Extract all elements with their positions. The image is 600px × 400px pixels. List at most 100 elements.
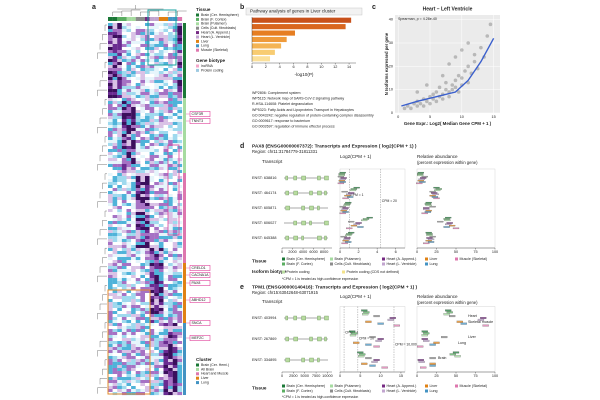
- box: [424, 211, 432, 213]
- legend-title: Tissue: [252, 386, 267, 391]
- heatmap-cell: [108, 170, 113, 174]
- heatmap-cell: [168, 47, 173, 51]
- heatmap-cell: [140, 332, 146, 336]
- heatmap-cell: [117, 47, 122, 51]
- heatmap-cell: [149, 239, 155, 243]
- heatmap-cell: [121, 170, 127, 174]
- heatmap-cell: [112, 98, 118, 102]
- heatmap-cell: [108, 278, 113, 282]
- heatmap-cell: [131, 35, 136, 39]
- heatmap-cell: [121, 56, 127, 60]
- heatmap-cell: [168, 368, 173, 372]
- heatmap-cell: [117, 167, 122, 171]
- heatmap-cell: [112, 191, 118, 195]
- heatmap-cell: [108, 314, 113, 318]
- heatmap-cell: [126, 314, 132, 318]
- heatmap-cell: [158, 182, 164, 186]
- heatmap-cell: [131, 83, 136, 87]
- row-annotation: [183, 173, 186, 263]
- heatmap-cell: [131, 80, 136, 84]
- heatmap-cell: [126, 344, 132, 348]
- heatmap-cell: [108, 140, 113, 144]
- heatmap-cell: [145, 98, 150, 102]
- heatmap-cell: [154, 152, 159, 156]
- heatmap-cell: [112, 143, 118, 147]
- heatmap-cell: [135, 113, 141, 117]
- heatmap-cell: [131, 77, 136, 81]
- exon: [285, 357, 290, 363]
- heatmap-cell: [177, 182, 183, 186]
- heatmap-cell: [117, 59, 122, 63]
- heatmap-cell: [177, 155, 183, 159]
- exon: [324, 315, 329, 321]
- panel-subheader: (percent expression within gene): [417, 160, 478, 165]
- heatmap-cell: [172, 389, 178, 393]
- box: [337, 175, 345, 178]
- heatmap-cell: [158, 248, 164, 252]
- heatmap-cell: [121, 50, 127, 54]
- exon: [309, 190, 313, 196]
- heatmap-cell: [163, 248, 169, 252]
- heatmap-cell: [158, 236, 164, 240]
- heatmap-cell: [172, 371, 178, 375]
- exon: [317, 235, 322, 241]
- heatmap-cell: [121, 290, 127, 294]
- heatmap-cell: [135, 62, 141, 66]
- heatmap-cell: [168, 188, 173, 192]
- x-tick-label: 6: [293, 65, 295, 69]
- heatmap-cell: [121, 311, 127, 315]
- heatmap-cell: [163, 356, 169, 360]
- heatmap-cell: [117, 113, 122, 117]
- legend-swatch: [342, 270, 345, 274]
- heatmap-cell: [140, 206, 146, 210]
- heatmap-cell: [126, 200, 132, 204]
- heatmap-cell: [149, 185, 155, 189]
- heatmap-cell: [145, 299, 150, 303]
- heatmap-cell: [158, 212, 164, 216]
- box: [425, 201, 432, 204]
- heatmap-cell: [154, 329, 159, 333]
- heatmap-cell: [177, 203, 183, 207]
- heatmap-cell: [154, 251, 159, 255]
- heatmap-cell: [154, 320, 159, 324]
- box: [429, 362, 436, 365]
- heatmap-cell: [108, 272, 113, 276]
- heatmap-cell: [145, 122, 150, 126]
- heatmap-cell: [108, 164, 113, 168]
- heatmap-cell: [154, 347, 159, 351]
- heatmap-cell: [172, 212, 178, 216]
- heatmap-cell: [135, 323, 141, 327]
- heatmap-cell: [126, 206, 132, 210]
- heatmap-cell: [172, 140, 178, 144]
- heatmap-cell: [140, 140, 146, 144]
- heatmap-cell: [158, 98, 164, 102]
- box: [423, 339, 430, 342]
- heatmap-cell: [149, 347, 155, 351]
- box: [343, 204, 350, 207]
- heatmap-cell: [108, 221, 113, 225]
- x-tick-label: 0: [416, 374, 418, 378]
- heatmap-cell: [154, 83, 159, 87]
- heatmap-cell: [177, 272, 183, 276]
- heatmap-cell: [177, 89, 183, 93]
- heatmap-cell: [163, 53, 169, 57]
- y-tick-label: 20: [389, 64, 393, 68]
- heatmap-cell: [177, 335, 183, 339]
- heatmap-cell: [163, 338, 169, 342]
- heatmap-cell: [168, 299, 173, 303]
- heatmap-cell: [112, 209, 118, 213]
- heatmap-cell: [163, 65, 169, 69]
- heatmap-cell: [126, 23, 132, 27]
- heatmap-cell: [154, 392, 159, 396]
- heatmap-cell: [108, 227, 113, 231]
- heatmap-cell: [117, 236, 122, 240]
- heatmap-cell: [135, 44, 141, 48]
- heatmap-cell: [154, 299, 159, 303]
- heatmap-cell: [145, 224, 150, 228]
- heatmap-cell: [168, 275, 173, 279]
- x-tick-label: 2000: [288, 250, 296, 254]
- heatmap-cell: [177, 368, 183, 372]
- heatmap-cell: [117, 320, 122, 324]
- heatmap-cell: [145, 68, 150, 72]
- heatmap-cell: [158, 323, 164, 327]
